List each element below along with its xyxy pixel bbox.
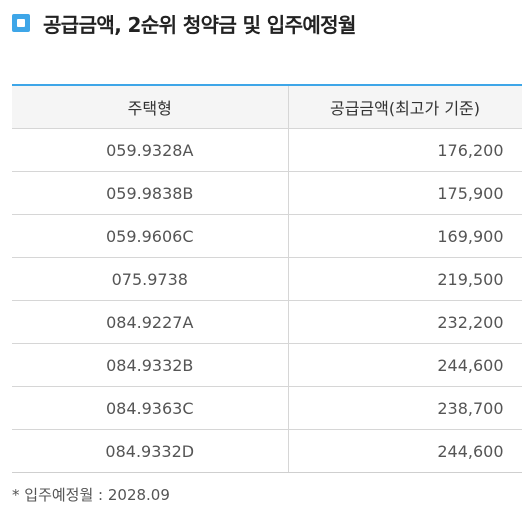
table-row: 075.9738 219,500 <box>12 257 522 301</box>
table-row: 084.9363C 238,700 <box>12 386 522 430</box>
housing-type-cell: 084.9227A <box>12 300 289 344</box>
supply-price-cell: 232,200 <box>288 300 522 344</box>
price-table-container: 주택형 공급금액(최고가 기준) 059.9328A 176,200 059.9… <box>12 84 522 473</box>
section-title: 공급금액, 2순위 청약금 및 입주예정월 <box>43 12 356 37</box>
housing-type-cell: 059.9838B <box>12 171 289 215</box>
column-header-type: 주택형 <box>12 85 289 129</box>
housing-type-cell: 075.9738 <box>12 257 289 301</box>
table-row: 059.9838B 175,900 <box>12 171 522 215</box>
housing-type-cell: 084.9332B <box>12 343 289 387</box>
supply-price-cell: 175,900 <box>288 171 522 215</box>
section-heading: 공급금액, 2순위 청약금 및 입주예정월 <box>12 8 356 38</box>
table-row: 084.9332D 244,600 <box>12 429 522 473</box>
price-table: 주택형 공급금액(최고가 기준) 059.9328A 176,200 059.9… <box>12 84 522 473</box>
table-row: 084.9227A 232,200 <box>12 300 522 344</box>
table-row: 084.9332B 244,600 <box>12 343 522 387</box>
housing-type-cell: 059.9328A <box>12 128 289 172</box>
housing-type-cell: 084.9332D <box>12 429 289 473</box>
column-header-price: 공급금액(최고가 기준) <box>288 85 522 129</box>
housing-type-cell: 084.9363C <box>12 386 289 430</box>
supply-price-cell: 219,500 <box>288 257 522 301</box>
supply-price-cell: 244,600 <box>288 343 522 387</box>
table-row: 059.9328A 176,200 <box>12 128 522 172</box>
supply-price-cell: 244,600 <box>288 429 522 473</box>
supply-price-cell: 176,200 <box>288 128 522 172</box>
table-row: 059.9606C 169,900 <box>12 214 522 258</box>
supply-price-cell: 169,900 <box>288 214 522 258</box>
housing-type-cell: 059.9606C <box>12 214 289 258</box>
supply-price-cell: 238,700 <box>288 386 522 430</box>
table-header-row: 주택형 공급금액(최고가 기준) <box>12 85 522 129</box>
square-bullet-icon <box>12 14 30 32</box>
move-in-footnote: * 입주예정월 : 2028.09 <box>12 486 170 504</box>
